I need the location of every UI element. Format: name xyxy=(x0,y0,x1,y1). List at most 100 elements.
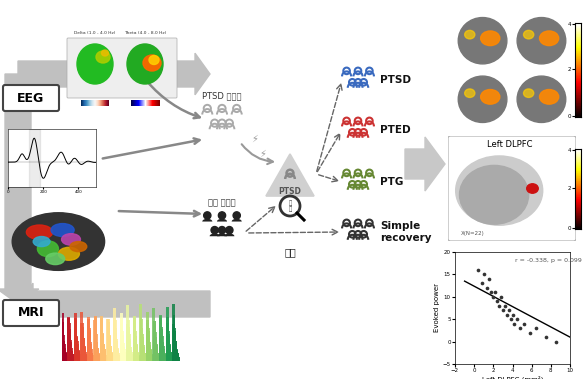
Text: PTSD: PTSD xyxy=(380,75,411,85)
Text: ⚡: ⚡ xyxy=(252,134,259,144)
Bar xyxy=(104,356,107,361)
Circle shape xyxy=(218,212,225,219)
Text: PTSD: PTSD xyxy=(279,188,301,196)
Bar xyxy=(76,345,79,361)
Bar xyxy=(74,325,77,361)
Bar xyxy=(154,342,157,361)
Bar xyxy=(149,350,152,361)
Circle shape xyxy=(226,227,233,234)
Text: PTED: PTED xyxy=(380,125,411,135)
Bar xyxy=(173,341,177,361)
Bar xyxy=(141,334,144,361)
Text: Simple
recovery: Simple recovery xyxy=(380,221,432,243)
Bar xyxy=(174,344,178,361)
Bar xyxy=(82,346,85,361)
Bar xyxy=(175,352,178,361)
Polygon shape xyxy=(18,53,210,95)
Bar xyxy=(95,342,98,361)
Bar xyxy=(65,356,68,361)
Point xyxy=(500,303,509,309)
Bar xyxy=(61,313,64,361)
Bar xyxy=(88,327,91,361)
Bar xyxy=(82,338,85,361)
Circle shape xyxy=(218,212,225,219)
Bar xyxy=(142,349,145,361)
Bar xyxy=(176,357,179,361)
Polygon shape xyxy=(18,283,210,325)
Bar xyxy=(148,350,151,361)
Bar xyxy=(83,349,86,361)
Text: Theta (4.0 - 8.0 Hz): Theta (4.0 - 8.0 Hz) xyxy=(124,31,166,35)
Bar xyxy=(121,340,124,361)
Circle shape xyxy=(233,212,241,219)
Bar xyxy=(155,348,158,361)
Bar xyxy=(101,334,104,361)
Bar xyxy=(82,346,85,361)
Bar xyxy=(135,347,138,361)
Bar xyxy=(105,357,107,361)
Bar xyxy=(61,322,64,361)
Text: 유전: 유전 xyxy=(284,247,296,257)
Bar xyxy=(65,357,68,361)
Bar xyxy=(162,351,165,361)
Bar xyxy=(77,349,79,361)
Bar xyxy=(166,336,169,361)
Bar xyxy=(106,319,109,361)
Ellipse shape xyxy=(460,165,529,224)
Bar xyxy=(78,354,81,361)
Bar xyxy=(101,334,105,361)
Bar xyxy=(154,346,157,361)
Bar xyxy=(89,342,92,361)
Point xyxy=(506,316,515,322)
Bar xyxy=(83,347,86,361)
Polygon shape xyxy=(0,74,39,304)
Bar xyxy=(115,343,118,361)
Bar xyxy=(168,345,171,361)
Bar xyxy=(117,356,120,361)
Bar xyxy=(100,316,103,361)
Bar xyxy=(129,351,133,361)
Ellipse shape xyxy=(540,31,559,45)
Bar xyxy=(62,343,65,361)
Bar xyxy=(121,343,124,361)
Bar xyxy=(117,357,120,361)
Bar xyxy=(123,351,126,361)
Bar xyxy=(114,327,117,361)
Bar xyxy=(123,351,126,361)
Point xyxy=(532,325,541,331)
Bar xyxy=(115,344,118,361)
Bar xyxy=(140,333,143,361)
Bar xyxy=(175,349,178,361)
Bar xyxy=(77,351,80,361)
Bar xyxy=(166,327,169,361)
Ellipse shape xyxy=(33,236,50,247)
Bar xyxy=(95,331,98,361)
Bar xyxy=(85,357,88,361)
Bar xyxy=(162,346,165,361)
Bar xyxy=(123,352,126,361)
Bar xyxy=(107,332,110,361)
Bar xyxy=(64,356,67,361)
Bar xyxy=(143,354,146,361)
Bar xyxy=(128,348,131,361)
Bar xyxy=(111,357,114,361)
Bar xyxy=(91,355,93,361)
Bar xyxy=(137,357,140,361)
Bar xyxy=(135,345,138,361)
Bar xyxy=(124,356,127,361)
Bar xyxy=(172,304,175,361)
Bar xyxy=(151,357,154,361)
Bar xyxy=(68,335,71,361)
Bar xyxy=(170,356,173,361)
Bar xyxy=(69,340,72,361)
Bar xyxy=(157,357,160,361)
Bar xyxy=(74,313,77,361)
Bar xyxy=(64,353,67,361)
Bar xyxy=(81,327,84,361)
Ellipse shape xyxy=(127,44,163,84)
Bar xyxy=(109,345,112,361)
Bar xyxy=(92,357,95,361)
Bar xyxy=(147,319,150,361)
Bar xyxy=(114,333,117,361)
Bar xyxy=(105,357,107,361)
